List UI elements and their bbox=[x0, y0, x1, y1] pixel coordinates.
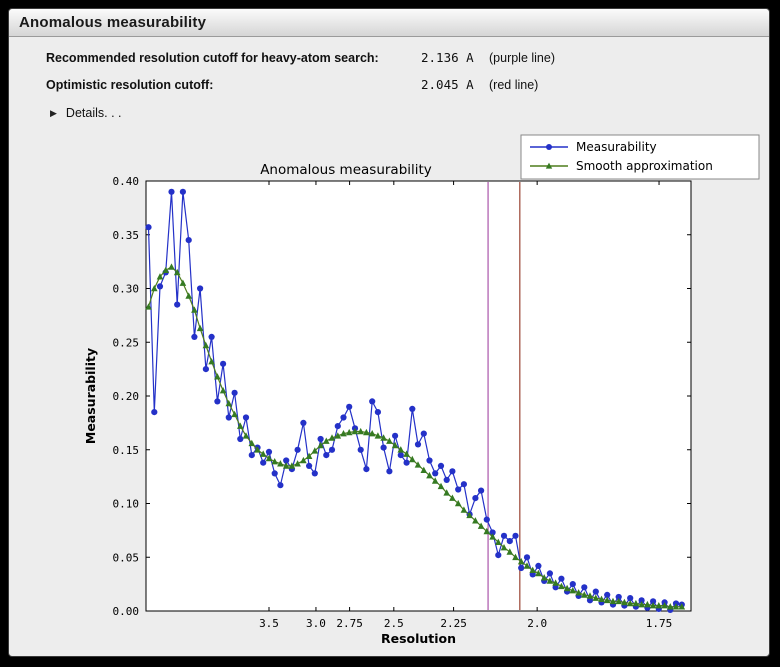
y-axis-label: Measurability bbox=[83, 348, 98, 444]
recommended-cutoff-row: Recommended resolution cutoff for heavy-… bbox=[46, 50, 555, 65]
recommended-cutoff-label: Recommended resolution cutoff for heavy-… bbox=[46, 51, 379, 65]
y-tick-label: 0.30 bbox=[113, 283, 140, 296]
x-tick-label: 2.25 bbox=[440, 617, 467, 630]
x-tick-label: 2.0 bbox=[527, 617, 547, 630]
optimistic-cutoff-row: Optimistic resolution cutoff: 2.045 A (r… bbox=[46, 77, 538, 92]
y-tick-label: 0.25 bbox=[113, 336, 140, 349]
recommended-cutoff-note: (purple line) bbox=[489, 51, 556, 65]
optimistic-cutoff-note: (red line) bbox=[489, 78, 539, 92]
x-tick-label: 3.5 bbox=[259, 617, 279, 630]
x-tick-label: 3.0 bbox=[306, 617, 326, 630]
plot-area bbox=[145, 180, 692, 612]
anomalous-measurability-panel: Anomalous measurability Recommended reso… bbox=[8, 8, 770, 657]
optimistic-cutoff-value: 2.045 A bbox=[421, 77, 474, 92]
y-tick-label: 0.15 bbox=[113, 444, 140, 457]
x-tick-label: 2.75 bbox=[336, 617, 363, 630]
details-label: Details. . . bbox=[65, 106, 122, 120]
y-tick-label: 0.20 bbox=[113, 390, 140, 403]
series-smooth-approximation bbox=[145, 263, 686, 610]
y-tick-label: 0.40 bbox=[113, 175, 140, 188]
y-tick-label: 0.10 bbox=[113, 498, 140, 511]
anomalous-measurability-chart: Anomalous measurability0.000.050.100.150… bbox=[83, 134, 760, 646]
disclosure-triangle-icon: ▶ bbox=[50, 107, 57, 118]
y-axis: 0.00 0.05 0.10 0.15 0.20 0.25 0.30 0.35 0.40 bbox=[113, 175, 691, 618]
legend-label: Measurability bbox=[576, 140, 657, 154]
y-tick-label: 0.00 bbox=[113, 605, 140, 618]
chart-title: Anomalous measurability bbox=[260, 162, 432, 178]
x-tick-label: 2.5 bbox=[384, 617, 404, 630]
y-tick-label: 0.05 bbox=[113, 551, 140, 564]
legend-label: Smooth approximation bbox=[576, 159, 713, 173]
panel-title: Anomalous measurability bbox=[19, 14, 207, 31]
x-axis: 3.5 3.0 2.75 2.5 2.25 2.0 1.75 bbox=[259, 181, 672, 630]
panel-header: Anomalous measurability bbox=[9, 9, 769, 37]
chart-legend: Measurability Smooth approximation bbox=[520, 134, 760, 180]
y-tick-label: 0.35 bbox=[113, 229, 140, 242]
details-disclosure[interactable]: ▶ Details. . . bbox=[50, 106, 122, 120]
x-axis-label: Resolution bbox=[381, 631, 456, 646]
x-tick-label: 1.75 bbox=[646, 617, 673, 630]
optimistic-cutoff-label: Optimistic resolution cutoff: bbox=[46, 78, 214, 92]
recommended-cutoff-value: 2.136 A bbox=[421, 50, 474, 65]
